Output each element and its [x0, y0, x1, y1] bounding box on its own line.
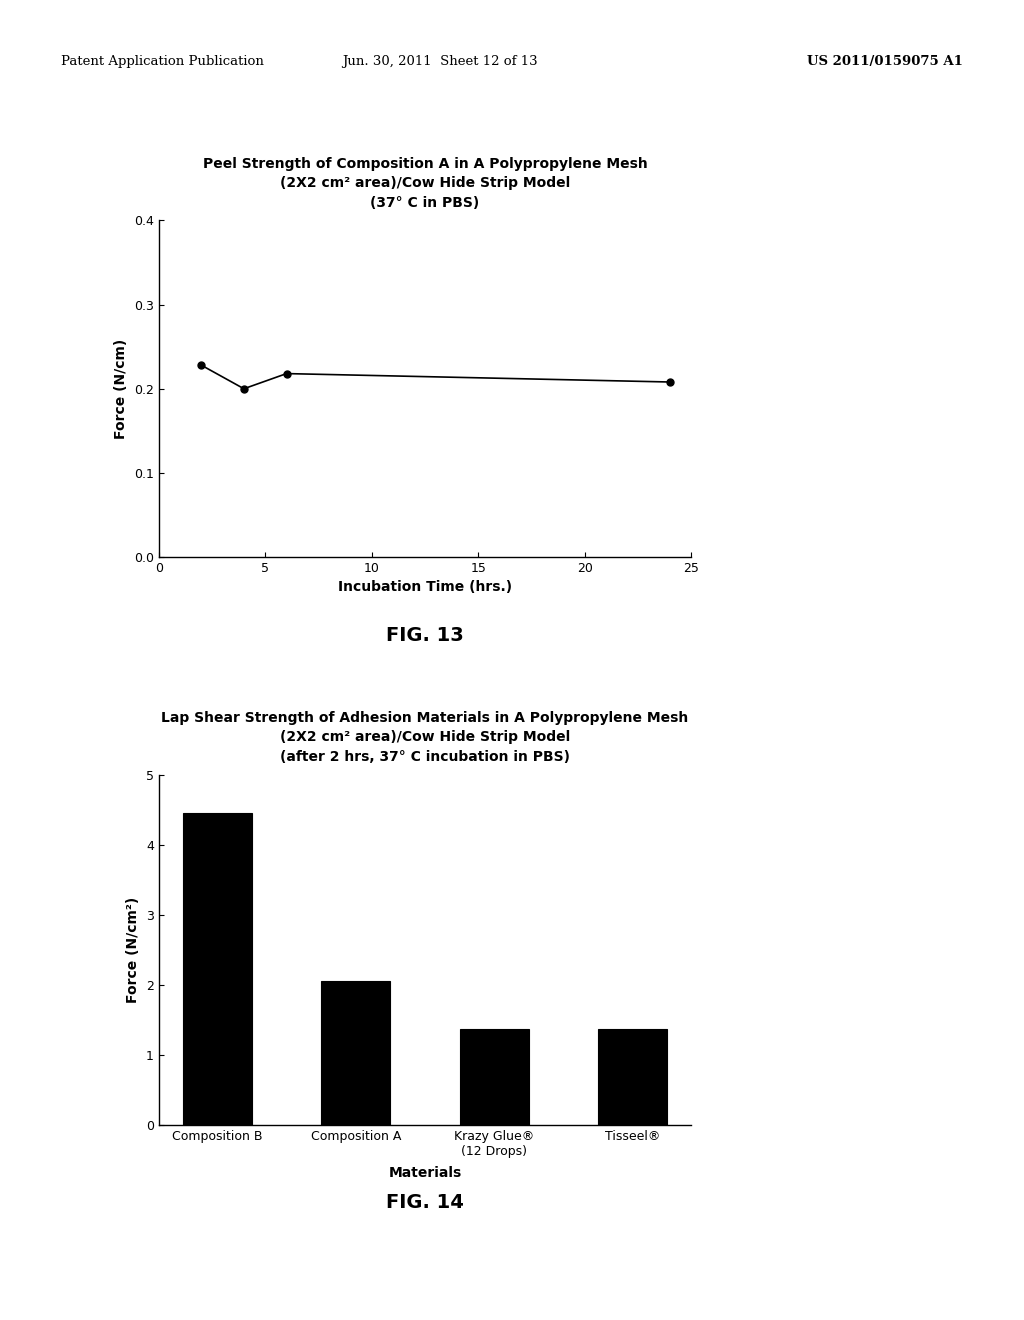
Text: Jun. 30, 2011  Sheet 12 of 13: Jun. 30, 2011 Sheet 12 of 13 [342, 55, 539, 69]
Text: FIG. 13: FIG. 13 [386, 626, 464, 644]
Text: US 2011/0159075 A1: US 2011/0159075 A1 [807, 55, 963, 69]
Bar [322, 981, 390, 1125]
Bar [598, 1028, 667, 1125]
Bar [183, 813, 252, 1125]
Text: Patent Application Publication: Patent Application Publication [61, 55, 264, 69]
Text: FIG. 14: FIG. 14 [386, 1193, 464, 1212]
Bar [460, 1028, 528, 1125]
X-axis label: Incubation Time (hrs.): Incubation Time (hrs.) [338, 581, 512, 594]
X-axis label: Materials: Materials [388, 1166, 462, 1180]
Y-axis label: Force (N/cm²): Force (N/cm²) [126, 896, 140, 1003]
Title: Peel Strength of Composition A in A Polypropylene Mesh
(2X2 cm² area)/Cow Hide S: Peel Strength of Composition A in A Poly… [203, 157, 647, 210]
Y-axis label: Force (N/cm): Force (N/cm) [115, 339, 128, 438]
Title: Lap Shear Strength of Adhesion Materials in A Polypropylene Mesh
(2X2 cm² area)/: Lap Shear Strength of Adhesion Materials… [162, 711, 688, 764]
